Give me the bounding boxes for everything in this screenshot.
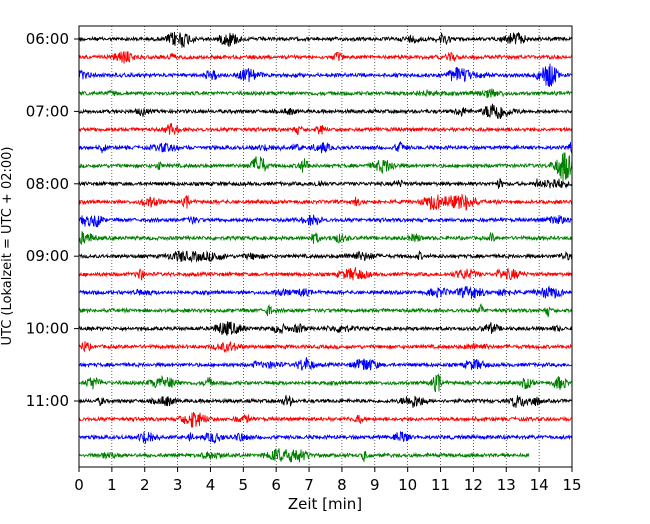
plot-frame — [78, 25, 573, 468]
x-tick-label: 10 — [398, 476, 417, 494]
x-tick-label: 5 — [239, 476, 249, 494]
trace-row — [78, 140, 573, 154]
x-tick-label: 8 — [337, 476, 347, 494]
y-tick-label: 09:00 — [26, 247, 69, 265]
x-tick-label: 14 — [530, 476, 549, 494]
trace-row — [78, 230, 573, 246]
y-tick-label: 10:00 — [26, 320, 69, 338]
trace-layer — [78, 31, 573, 463]
x-tick-label: 4 — [206, 476, 216, 494]
x-tick-label: 11 — [431, 476, 450, 494]
y-tick-label: 08:00 — [26, 175, 69, 193]
trace-row — [78, 267, 573, 281]
trace-row — [78, 373, 573, 393]
trace-row — [78, 430, 573, 445]
trace-row — [78, 88, 573, 98]
y-axis-label: UTC (Lokalzeit = UTC + 02:00) — [0, 147, 15, 346]
trace-row — [78, 285, 573, 299]
x-tick-label: 9 — [370, 476, 380, 494]
y-tick-label: 11:00 — [26, 392, 69, 410]
trace-row — [78, 411, 573, 428]
trace-row — [78, 103, 573, 120]
trace-row — [78, 357, 573, 371]
trace-row — [78, 214, 573, 228]
trace-row — [78, 321, 573, 336]
trace-row — [78, 341, 573, 354]
x-axis-label: Zeit [min] — [288, 495, 362, 513]
trace-row — [78, 448, 530, 463]
trace-row — [78, 31, 573, 48]
trace-row — [78, 123, 573, 136]
trace-row — [78, 178, 573, 189]
x-tick-label: 12 — [464, 476, 483, 494]
x-tick-label: 0 — [74, 476, 84, 494]
x-tick-label: 1 — [107, 476, 117, 494]
trace-row — [78, 194, 573, 211]
y-tick-label: 07:00 — [26, 102, 69, 120]
trace-row — [78, 394, 573, 408]
x-tick-label: 2 — [140, 476, 150, 494]
x-tick-label: 13 — [497, 476, 516, 494]
x-tick-label: 7 — [304, 476, 314, 494]
x-tick-label: 15 — [562, 476, 581, 494]
x-tick-label: 6 — [271, 476, 281, 494]
trace-row — [78, 51, 573, 64]
x-axis: 0 1 2 3 4 5 6 7 8 9 10 11 12 13 14 15 — [74, 467, 582, 494]
trace-row — [78, 249, 573, 264]
trace-row — [78, 302, 573, 318]
trace-row — [78, 152, 573, 183]
y-axis: 06:00 07:00 08:00 09:00 10:00 11:00 — [26, 30, 79, 410]
trace-row — [78, 63, 573, 87]
y-tick-label: 06:00 — [26, 30, 69, 48]
x-tick-label: 3 — [173, 476, 183, 494]
